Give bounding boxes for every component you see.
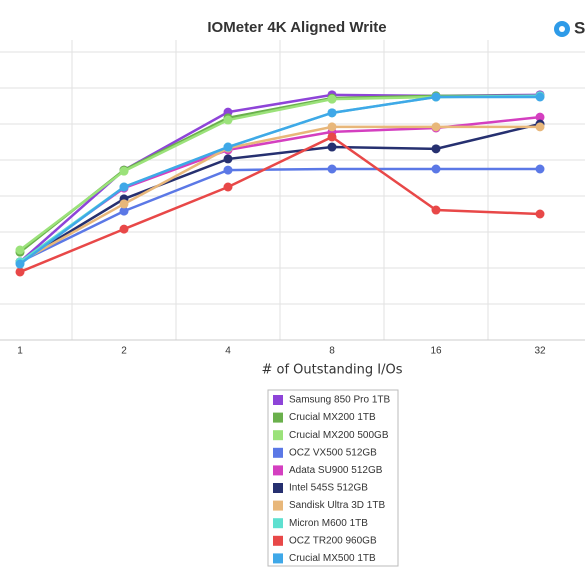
x-tick-label: 1 — [17, 346, 23, 357]
point — [223, 142, 233, 152]
point — [15, 267, 25, 277]
legend-label: Crucial MX200 500GB — [289, 430, 389, 441]
point — [431, 92, 441, 102]
grid — [0, 40, 585, 341]
point — [223, 182, 233, 192]
legend-swatch — [273, 518, 283, 529]
point — [119, 199, 129, 209]
point — [327, 164, 337, 174]
point — [15, 259, 25, 269]
point — [431, 164, 441, 174]
point — [119, 224, 129, 234]
logo-icon-dot — [559, 26, 565, 32]
legend-swatch — [273, 535, 283, 546]
point — [327, 142, 337, 152]
legend-swatch — [273, 465, 283, 476]
x-tick-label: 4 — [225, 346, 231, 357]
legend-label: Crucial MX200 1TB — [289, 412, 376, 423]
x-tick-label: 2 — [121, 346, 127, 357]
point — [431, 144, 441, 154]
chart-title: IOMeter 4K Aligned Write — [207, 19, 386, 36]
legend-label: Adata SU900 512GB — [289, 465, 383, 476]
legend-swatch — [273, 553, 283, 564]
legend-label: Sandisk Ultra 3D 1TB — [289, 500, 385, 511]
series-line — [19, 125, 540, 263]
point — [535, 164, 545, 174]
point — [119, 166, 129, 176]
point — [535, 122, 545, 132]
legend-swatch — [273, 500, 283, 511]
series-line — [19, 122, 541, 263]
point — [535, 112, 545, 122]
point — [535, 92, 545, 102]
legend-swatch — [273, 430, 283, 441]
legend-label: OCZ TR200 960GB — [289, 535, 377, 546]
logo-text: S — [574, 18, 585, 37]
point — [431, 122, 441, 132]
legend-label: Intel 545S 512GB — [289, 483, 368, 494]
point — [431, 205, 441, 215]
point — [223, 165, 233, 175]
legend-label: Micron M600 1TB — [289, 518, 368, 529]
point — [327, 94, 337, 104]
series-line — [19, 167, 540, 264]
x-tick-label: 32 — [534, 346, 546, 357]
legend-box — [267, 389, 399, 567]
point — [327, 108, 337, 118]
legend-label: Samsung 850 Pro 1TB — [289, 395, 390, 406]
legend-swatch — [273, 483, 283, 493]
legend-label: OCZ VX500 512GB — [289, 447, 377, 458]
series-line — [19, 95, 540, 266]
legend-swatch — [273, 412, 283, 423]
legend-swatch — [273, 447, 283, 458]
point — [327, 132, 337, 142]
point — [15, 245, 25, 255]
point — [223, 115, 233, 125]
legend-label: Crucial MX500 1TB — [289, 553, 376, 564]
point — [119, 206, 129, 216]
point — [119, 182, 129, 192]
x-tick-label: 8 — [329, 346, 335, 357]
series-line — [19, 135, 541, 274]
point — [535, 209, 545, 219]
point — [223, 154, 233, 164]
point — [327, 122, 337, 132]
legend-swatch — [273, 395, 283, 405]
x-tick-label: 16 — [430, 346, 442, 357]
x-axis-title: # of Outstanding I/Os — [261, 363, 402, 378]
